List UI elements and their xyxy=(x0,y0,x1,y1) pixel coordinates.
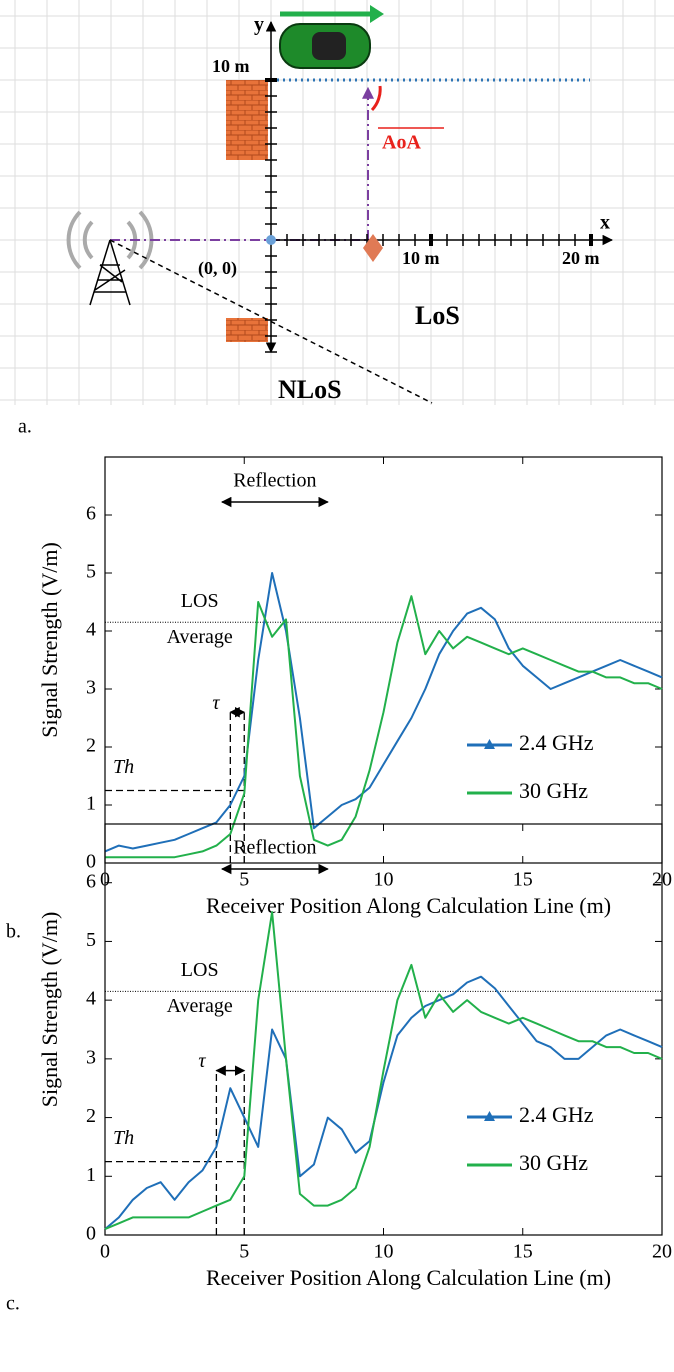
reflection-label: Reflection xyxy=(233,837,316,859)
panel-label: b. xyxy=(6,921,21,943)
legend-label: 2.4 GHz xyxy=(519,730,594,755)
y-tick-label: 1 xyxy=(86,1164,96,1186)
y-tick-label: 3 xyxy=(86,677,96,699)
series-line xyxy=(104,975,663,1230)
x-tick-label: 15 xyxy=(513,869,533,891)
panel-label: c. xyxy=(6,1293,20,1315)
series-line xyxy=(105,595,663,859)
tau-label: τ xyxy=(198,1050,206,1072)
y-tick-label: 4 xyxy=(86,619,96,641)
average-label: Average xyxy=(167,626,233,648)
threshold-label: Th xyxy=(113,1127,134,1149)
y-tick-label: 5 xyxy=(86,929,96,951)
nlos-label: NLoS xyxy=(278,375,342,404)
origin-label: (0, 0) xyxy=(198,258,237,279)
x-axis-title: Receiver Position Along Calculation Line… xyxy=(206,893,611,918)
series-line xyxy=(104,572,663,853)
y-tick-label: 0 xyxy=(86,851,96,873)
aoa-arc xyxy=(370,85,382,112)
tower xyxy=(66,210,154,306)
receiver xyxy=(363,234,383,262)
car xyxy=(279,23,371,69)
wall xyxy=(226,80,268,160)
threshold-label: Th xyxy=(113,756,134,778)
reflection-label: Reflection xyxy=(233,470,316,492)
x-tick-label: 20 xyxy=(652,1241,672,1263)
x-axis-label: x xyxy=(600,212,610,234)
average-label: Average xyxy=(167,995,233,1017)
x-tick-label: 10 m xyxy=(402,248,440,268)
x-tick-label: 0 xyxy=(100,1241,110,1263)
x-tick-label: 5 xyxy=(239,1241,249,1263)
los-label: LOS xyxy=(181,590,219,612)
series-line xyxy=(104,911,663,1231)
x-tick-label: 10 xyxy=(374,869,394,891)
los-label: LOS xyxy=(181,959,219,981)
axis-ticks xyxy=(265,78,593,353)
legend-label: 30 GHz xyxy=(519,778,588,803)
x-tick-label: 15 xyxy=(513,1241,533,1263)
legend-label: 30 GHz xyxy=(519,1150,588,1175)
panel-label: a. xyxy=(18,416,32,438)
legend-label: 2.4 GHz xyxy=(519,1102,594,1127)
x-tick-label: 5 xyxy=(239,869,249,891)
y-tick-label: 4 xyxy=(86,988,96,1010)
y-tick-label: 1 xyxy=(86,793,96,815)
wall xyxy=(226,318,268,342)
y-tick-label: 10 m xyxy=(212,56,250,76)
direction-arrow-head xyxy=(370,5,384,23)
y-tick-label: 0 xyxy=(86,1223,96,1245)
los-label: LoS xyxy=(415,301,460,330)
tau-label: τ xyxy=(212,692,220,714)
y-axis-label: y xyxy=(254,14,264,36)
diagram: y x 10 m 10 m 20 m (0, 0) AoA LoS NLoS a… xyxy=(0,0,674,438)
y-tick-label: 6 xyxy=(86,503,96,525)
y-tick-label: 6 xyxy=(86,870,96,892)
legend-marker xyxy=(484,739,495,749)
x-axis-title: Receiver Position Along Calculation Line… xyxy=(206,1265,611,1290)
x-tick-label: 10 xyxy=(374,1241,394,1263)
y-axis-title: Signal Strength (V/m) xyxy=(37,542,62,738)
x-tick-label: 20 m xyxy=(562,248,600,268)
y-tick-label: 2 xyxy=(86,1105,96,1127)
y-tick-label: 5 xyxy=(86,561,96,583)
origin-dot xyxy=(266,235,276,245)
legend-marker xyxy=(484,1111,495,1121)
aoa-label: AoA xyxy=(382,132,421,154)
y-tick-label: 3 xyxy=(86,1046,96,1068)
y-tick-label: 2 xyxy=(86,735,96,757)
y-axis-title: Signal Strength (V/m) xyxy=(37,912,62,1108)
